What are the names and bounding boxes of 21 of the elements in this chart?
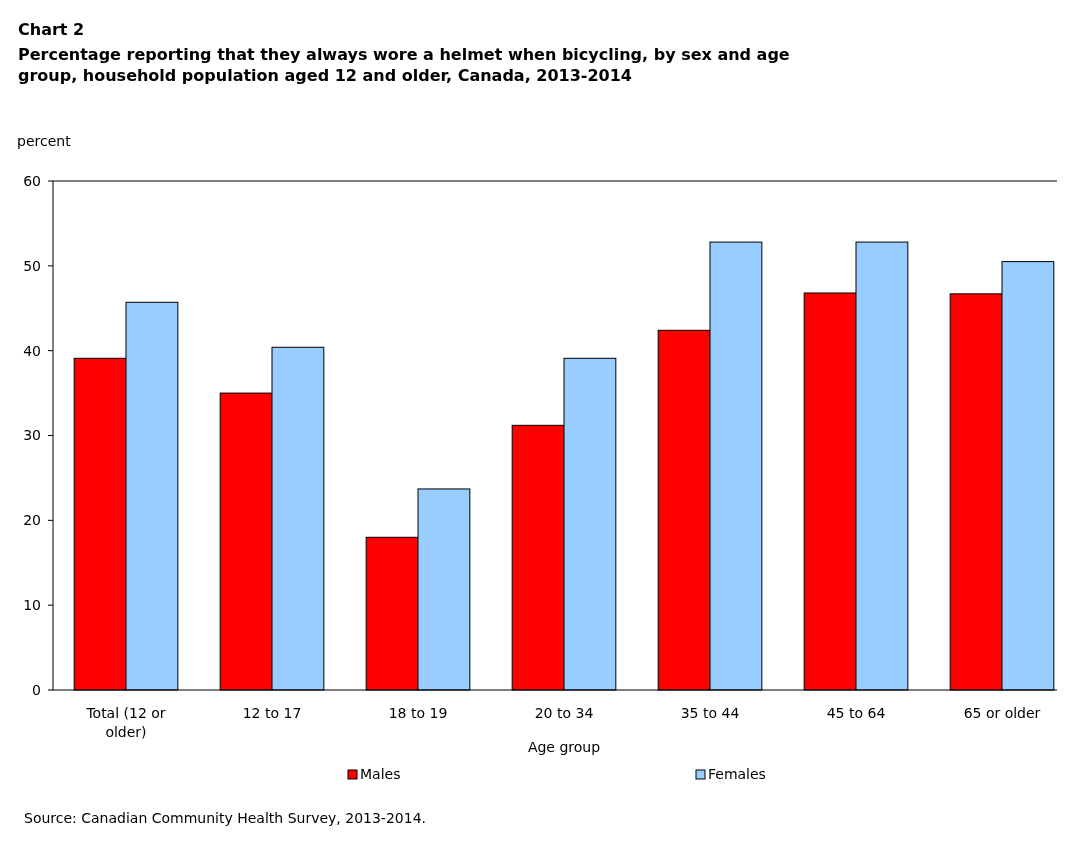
y-tick-label: 0 xyxy=(32,681,41,698)
x-tick-label: 65 or older xyxy=(963,705,1041,721)
y-tick-label: 30 xyxy=(23,427,41,444)
x-tick-label: 45 to 64 xyxy=(826,705,886,721)
y-tick-label: 50 xyxy=(23,257,41,274)
y-tick-label: 20 xyxy=(23,512,41,529)
source-note: Source: Canadian Community Health Survey, 2013-2014. xyxy=(24,810,426,826)
x-tick-label: 18 to 19 xyxy=(388,705,448,721)
y-axis-title: percent xyxy=(17,133,72,149)
y-tick-label: 60 xyxy=(23,172,41,189)
x-tick-label: 12 to 17 xyxy=(242,705,302,721)
chart-title: Chart 2 xyxy=(18,20,85,39)
legend-label: Females xyxy=(708,766,766,782)
x-tick-label: 20 to 34 xyxy=(534,705,594,721)
x-axis-title: Age group xyxy=(527,739,601,755)
x-tick-label: 35 to 44 xyxy=(680,705,740,721)
x-tick-label: Total (12 or older) xyxy=(85,705,166,740)
y-tick-label: 10 xyxy=(23,597,41,614)
chart-subtitle: Percentage reporting that they always wore a helmet when bicycling, by sex and age group, household population aged 12 and older, Canada, 2013-2014 xyxy=(18,45,790,85)
y-tick-label: 40 xyxy=(23,342,41,359)
legend-label: Males xyxy=(360,766,401,782)
